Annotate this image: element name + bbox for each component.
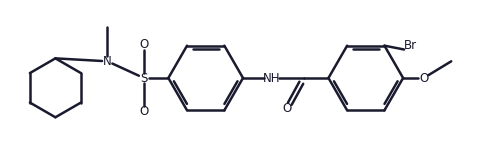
Text: O: O: [139, 105, 149, 118]
Text: O: O: [282, 102, 292, 115]
Text: Br: Br: [403, 39, 416, 52]
Text: NH: NH: [263, 71, 280, 85]
Text: N: N: [103, 55, 112, 68]
Text: O: O: [419, 71, 429, 85]
Text: S: S: [140, 71, 148, 85]
Text: O: O: [139, 38, 149, 51]
